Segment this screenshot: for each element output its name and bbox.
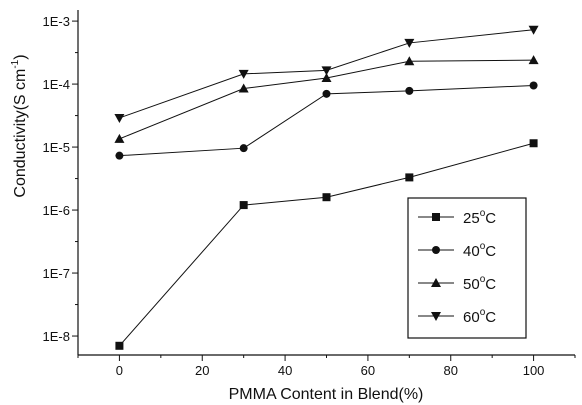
legend-item-25: 25oC	[418, 208, 496, 227]
axes: 0 20 40 60 80 100 1E-8 1E-7 1E-6 1E-5 1E-4 1E-3	[43, 10, 576, 378]
legend-label: 50oC	[463, 274, 496, 293]
marker-triangle-down	[238, 69, 249, 79]
legend-box	[407, 197, 527, 339]
marker-triangle-down	[431, 312, 441, 321]
legend-item-50: 50oC	[418, 274, 496, 293]
marker-circle	[115, 151, 124, 160]
legend-label: 60oC	[463, 307, 496, 326]
marker-circle	[322, 89, 331, 98]
legend-label: 25oC	[463, 208, 496, 227]
marker-triangle-up	[404, 56, 415, 66]
marker-triangle-up	[114, 133, 125, 143]
marker-circle	[239, 144, 248, 153]
y-tick-label: 1E-7	[43, 266, 70, 281]
series-40	[115, 81, 538, 160]
x-tick-label: 20	[195, 363, 209, 378]
marker-circle	[432, 246, 440, 254]
legend-label: 40oC	[463, 241, 496, 260]
x-tick-label: 80	[444, 363, 458, 378]
y-tick-label: 1E-3	[43, 14, 70, 29]
x-tick-label: 100	[523, 363, 545, 378]
x-tick-label: 60	[361, 363, 375, 378]
marker-triangle-up	[431, 278, 441, 287]
marker-triangle-down	[321, 66, 332, 76]
y-axis-title-sup: -1	[10, 59, 21, 68]
marker-triangle-down	[404, 38, 415, 48]
legend-item-60: 60oC	[418, 307, 496, 326]
marker-triangle-up	[321, 72, 332, 82]
marker-triangle-up	[238, 83, 249, 93]
y-tick-label: 1E-6	[43, 203, 70, 218]
marker-triangle-down	[528, 25, 539, 35]
x-tick-label: 40	[278, 363, 292, 378]
marker-triangle-up	[528, 55, 539, 65]
y-tick-label: 1E-8	[43, 329, 70, 344]
marker-square	[239, 201, 248, 210]
x-tick-label: 0	[116, 363, 123, 378]
series-layer	[114, 25, 539, 350]
series-25	[115, 139, 538, 350]
marker-circle	[529, 81, 538, 90]
legend-item-40: 40oC	[418, 241, 496, 260]
legend: 25oC 40oC 50oC 60oC	[407, 197, 527, 339]
marker-circle	[405, 86, 414, 95]
marker-square	[529, 139, 538, 148]
y-axis-title-main: Conductivity(S cm	[12, 69, 29, 198]
marker-square	[405, 173, 414, 182]
y-tick-label: 1E-5	[43, 140, 70, 155]
marker-square	[432, 213, 440, 221]
marker-square	[115, 341, 124, 350]
marker-triangle-down	[114, 113, 125, 123]
series-50	[114, 55, 539, 143]
y-tick-label: 1E-4	[43, 77, 70, 92]
y-axis-title: Conductivity(S cm-1)	[10, 54, 29, 197]
series-60	[114, 25, 539, 123]
y-axis-title-close: )	[12, 54, 29, 59]
marker-square	[322, 193, 331, 202]
x-axis-title: PMMA Content in Blend(%)	[229, 386, 424, 403]
